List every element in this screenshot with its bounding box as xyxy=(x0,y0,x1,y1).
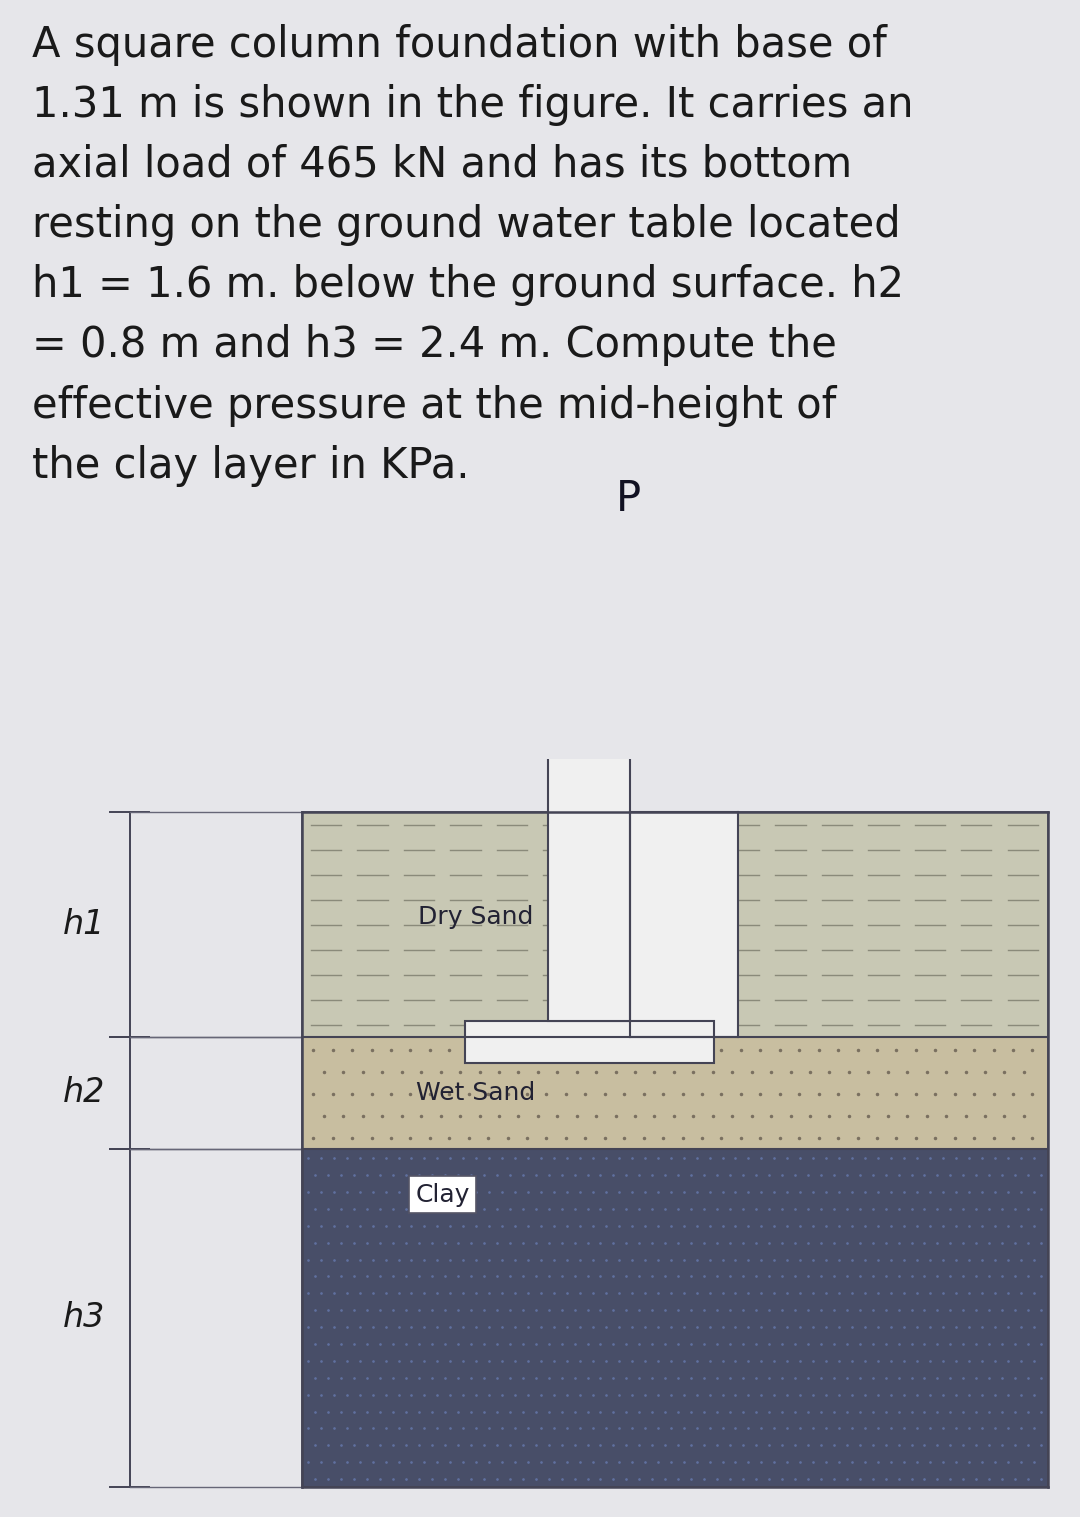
Text: h2: h2 xyxy=(63,1077,105,1109)
Bar xyxy=(549,523,631,1021)
Text: Clay: Clay xyxy=(416,1183,470,1206)
Text: h3: h3 xyxy=(63,1302,105,1335)
Bar xyxy=(302,1150,1048,1487)
Text: Wet Sand: Wet Sand xyxy=(416,1082,535,1104)
Bar xyxy=(302,1036,1048,1150)
Text: A square column foundation with base of
1.31 m is shown in the figure. It carrie: A square column foundation with base of … xyxy=(32,24,914,487)
Text: P: P xyxy=(617,478,642,520)
Bar xyxy=(302,812,1048,1036)
Bar xyxy=(465,1021,714,1063)
Text: h1: h1 xyxy=(63,907,105,941)
Text: Dry Sand: Dry Sand xyxy=(418,904,532,928)
Bar xyxy=(631,812,739,1036)
